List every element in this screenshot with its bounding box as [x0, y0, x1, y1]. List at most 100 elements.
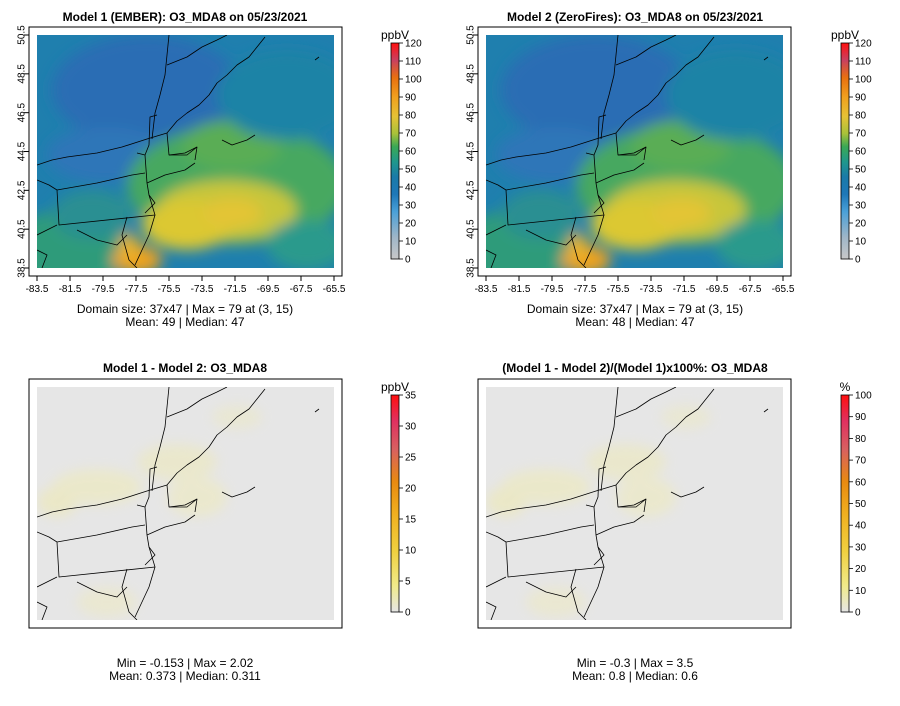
colorbar-tick-label: 60 [855, 477, 867, 488]
colorbar: ppbV 0 5 10 15 20 25 30 35 [381, 380, 417, 619]
colorbar-tick-label: 40 [855, 521, 867, 532]
y-tick-label: 46.5 [17, 102, 28, 122]
colorbar-tick-label: 20 [405, 219, 417, 230]
colorbar-ramp [840, 42, 850, 260]
x-tick-label: -75.5 [607, 284, 630, 295]
colorbar-tick-label: 25 [405, 453, 417, 464]
x-tick-label: -77.5 [574, 284, 597, 295]
stats-line-1: Min = -0.3 | Max = 3.5 [577, 656, 694, 670]
colorbar-tick-label: 70 [855, 129, 867, 140]
y-tick-label: 46.5 [466, 102, 477, 122]
colorbar-tick-label: 0 [855, 255, 861, 266]
y-tick-label: 44.5 [466, 141, 477, 161]
stats-line-1: Domain size: 37x47 | Max = 79 at (3, 15) [77, 302, 293, 316]
colorbar-tick-label: 20 [855, 564, 867, 575]
heatmap-field [37, 387, 334, 620]
y-tick-label: 42.5 [17, 180, 28, 200]
colorbar-tick-label: 120 [405, 39, 422, 50]
chart-title: Model 1 - Model 2: O3_MDA8 [103, 361, 267, 375]
x-tick-label: -69.5 [257, 284, 280, 295]
y-tick-label: 42.5 [466, 180, 477, 200]
colorbar-tick-label: 100 [855, 391, 872, 402]
stats-line-1: Domain size: 37x47 | Max = 79 at (3, 15) [527, 302, 743, 316]
heatmap-field [486, 387, 783, 620]
colorbar-tick-label: 30 [855, 201, 867, 212]
x-tick-label: -83.5 [26, 284, 49, 295]
colorbar-unit: % [840, 380, 851, 394]
colorbar-ramp [840, 394, 850, 613]
x-tick-label: -81.5 [59, 284, 82, 295]
colorbar-tick-label: 30 [855, 542, 867, 553]
y-tick-label: 38.5 [466, 258, 477, 278]
colorbar-tick-label: 5 [405, 577, 411, 588]
colorbar-tick-label: 30 [405, 422, 417, 433]
colorbar-tick-label: 50 [405, 165, 417, 176]
x-tick-label: -73.5 [191, 284, 214, 295]
x-tick-label: -81.5 [508, 284, 531, 295]
panel-difference: Model 1 - Model 2: O3_MDA8 ppbV 0 5 10 15 20 2… [28, 361, 417, 683]
colorbar-tick-label: 40 [405, 183, 417, 194]
colorbar-tick-label: 120 [855, 39, 872, 50]
x-tick-label: -67.5 [290, 284, 313, 295]
colorbar-tick-label: 50 [855, 165, 867, 176]
x-tick-label: -79.5 [541, 284, 564, 295]
y-tick-label: 44.5 [17, 141, 28, 161]
x-tick-label: -65.5 [772, 284, 795, 295]
colorbar-tick-label: 90 [855, 93, 867, 104]
colorbar-ramp [390, 394, 400, 613]
stats-line-2: Mean: 48 | Median: 47 [575, 315, 695, 329]
y-tick-label: 50.5 [17, 25, 28, 45]
y-tick-label: 48.5 [466, 64, 477, 84]
colorbar-tick-label: 35 [405, 391, 417, 402]
colorbar-tick-label: 10 [405, 546, 417, 557]
chart-title: Model 1 (EMBER): O3_MDA8 on 05/23/2021 [63, 10, 308, 24]
colorbar-tick-label: 80 [405, 111, 417, 122]
stats-line-2: Mean: 49 | Median: 47 [125, 315, 245, 329]
y-tick-label: 38.5 [17, 258, 28, 278]
y-tick-label: 50.5 [466, 25, 477, 45]
stats-line-2: Mean: 0.373 | Median: 0.311 [109, 669, 261, 683]
x-tick-label: -71.5 [673, 284, 696, 295]
colorbar-tick-label: 15 [405, 515, 417, 526]
x-tick-label: -65.5 [323, 284, 346, 295]
colorbar-tick-label: 0 [405, 255, 411, 266]
colorbar-tick-label: 0 [405, 608, 411, 619]
colorbar-tick-label: 110 [405, 57, 421, 68]
colorbar-ramp [390, 42, 400, 260]
colorbar-tick-label: 110 [855, 57, 871, 68]
heatmap-field [486, 35, 806, 268]
colorbar-tick-label: 10 [855, 237, 867, 248]
x-tick-label: -69.5 [706, 284, 729, 295]
colorbar-tick-label: 0 [855, 608, 861, 619]
x-tick-label: -67.5 [739, 284, 762, 295]
colorbar-tick-label: 80 [855, 434, 867, 445]
x-tick-label: -71.5 [224, 284, 247, 295]
colorbar-tick-label: 90 [405, 93, 417, 104]
colorbar-tick-label: 70 [855, 456, 867, 467]
colorbar-tick-label: 40 [855, 183, 867, 194]
chart-title: Model 2 (ZeroFires): O3_MDA8 on 05/23/20… [507, 10, 763, 24]
colorbar-tick-label: 60 [405, 147, 417, 158]
colorbar-tick-label: 50 [855, 499, 867, 510]
colorbar-tick-label: 100 [855, 75, 872, 86]
colorbar-tick-label: 10 [405, 237, 417, 248]
colorbar: ppbV 0 10 20 30 40 50 60 70 80 90 100 110 120 [381, 28, 422, 266]
colorbar-unit: ppbV [831, 28, 859, 42]
panel-model1: Model 1 (EMBER): O3_MDA8 on 05/23/2021 -… [17, 10, 423, 329]
x-tick-label: -73.5 [640, 284, 663, 295]
chart-title: (Model 1 - Model 2)/(Model 1)x100%: O3_M… [502, 361, 768, 375]
colorbar-tick-label: 100 [405, 75, 422, 86]
colorbar-unit: ppbV [381, 28, 409, 42]
colorbar-tick-label: 10 [855, 586, 867, 597]
panel-percent-difference: (Model 1 - Model 2)/(Model 1)x100%: O3_M… [477, 361, 872, 683]
colorbar-tick-label: 90 [855, 412, 867, 423]
x-tick-label: -77.5 [125, 284, 148, 295]
x-tick-label: -75.5 [158, 284, 181, 295]
x-tick-label: -83.5 [475, 284, 498, 295]
colorbar-unit: ppbV [381, 380, 409, 394]
panel-model2: Model 2 (ZeroFires): O3_MDA8 on 05/23/20… [466, 10, 873, 329]
colorbar: % 0 10 20 30 40 50 60 70 80 90 100 [840, 380, 872, 619]
x-tick-label: -79.5 [92, 284, 115, 295]
colorbar-tick-label: 80 [855, 111, 867, 122]
